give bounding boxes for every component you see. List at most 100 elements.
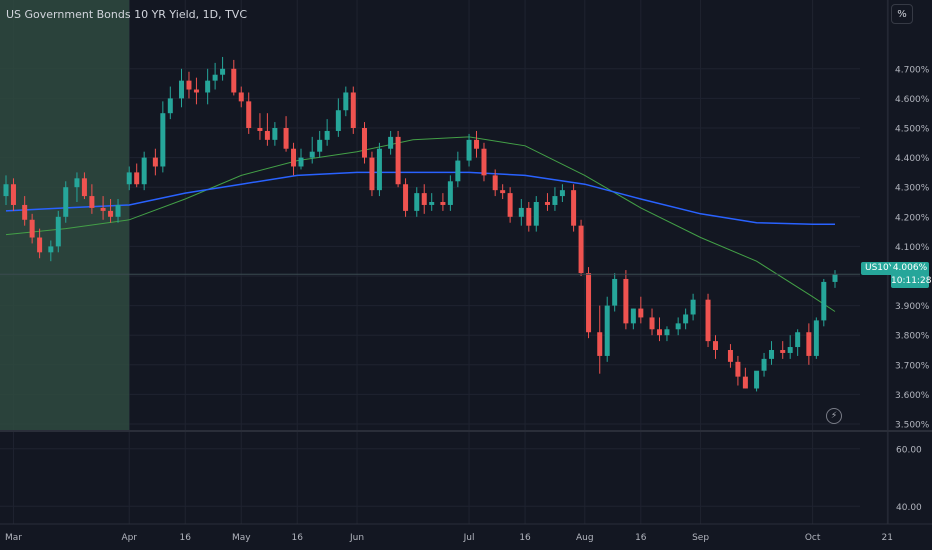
candle[interactable]: [369, 151, 375, 197]
candle[interactable]: [343, 86, 349, 117]
candle[interactable]: [623, 270, 629, 330]
candle[interactable]: [466, 133, 472, 167]
candle[interactable]: [22, 196, 28, 226]
unit-toggle-button[interactable]: %: [891, 4, 913, 24]
candle[interactable]: [544, 193, 550, 211]
candle[interactable]: [683, 308, 689, 330]
candle[interactable]: [481, 142, 487, 182]
candle[interactable]: [769, 341, 775, 365]
candle[interactable]: [664, 326, 670, 342]
candle[interactable]: [231, 59, 237, 96]
candle[interactable]: [403, 178, 409, 217]
candle[interactable]: [638, 296, 644, 324]
candle[interactable]: [727, 344, 733, 368]
candle[interactable]: [212, 62, 218, 90]
candle[interactable]: [414, 187, 420, 217]
candle[interactable]: [754, 370, 760, 392]
candle[interactable]: [291, 142, 297, 176]
candle[interactable]: [690, 293, 696, 321]
candle[interactable]: [559, 184, 565, 202]
candle[interactable]: [160, 101, 166, 173]
candle[interactable]: [324, 119, 330, 146]
candle[interactable]: [246, 92, 252, 134]
candle[interactable]: [656, 317, 662, 342]
candle[interactable]: [186, 71, 192, 99]
candle[interactable]: [813, 317, 819, 359]
candle[interactable]: [81, 172, 87, 200]
candle[interactable]: [89, 184, 95, 214]
candle[interactable]: [193, 77, 199, 105]
candle[interactable]: [108, 199, 114, 223]
candle[interactable]: [735, 355, 741, 386]
candle[interactable]: [787, 335, 793, 359]
candle[interactable]: [264, 113, 270, 146]
candle[interactable]: [298, 148, 304, 170]
candle[interactable]: [3, 175, 9, 205]
candle[interactable]: [474, 130, 480, 158]
candle[interactable]: [100, 196, 106, 220]
candle[interactable]: [48, 240, 54, 262]
candle[interactable]: [309, 136, 315, 164]
candle[interactable]: [10, 178, 16, 211]
candle[interactable]: [806, 323, 812, 365]
candle[interactable]: [604, 296, 610, 362]
candle[interactable]: [126, 166, 132, 191]
candle[interactable]: [440, 193, 446, 211]
candle[interactable]: [795, 329, 801, 356]
candle[interactable]: [317, 130, 323, 158]
candle[interactable]: [597, 305, 603, 374]
candle[interactable]: [63, 181, 69, 223]
candle[interactable]: [552, 187, 558, 211]
candle[interactable]: [335, 98, 341, 137]
candle[interactable]: [238, 86, 244, 108]
candle[interactable]: [29, 213, 35, 244]
candle[interactable]: [780, 341, 786, 359]
candle[interactable]: [649, 308, 655, 336]
candle[interactable]: [713, 335, 719, 359]
candle[interactable]: [526, 202, 532, 232]
candle[interactable]: [533, 196, 539, 232]
candle[interactable]: [492, 169, 498, 197]
candle[interactable]: [74, 172, 80, 202]
candle[interactable]: [134, 163, 140, 188]
candle[interactable]: [571, 184, 577, 232]
candle[interactable]: [361, 122, 367, 164]
candle[interactable]: [821, 278, 827, 327]
candle[interactable]: [205, 68, 211, 105]
time-axis[interactable]: Mar Apr 16 May 16 Jun Jul 16 Aug 16 Sep Oct 21: [5, 533, 893, 543]
candle[interactable]: [675, 317, 681, 336]
candle[interactable]: [421, 184, 427, 214]
candle[interactable]: [376, 142, 382, 197]
candle[interactable]: [283, 116, 289, 152]
lower-pane-axis[interactable]: 60.00 40.00: [896, 445, 922, 513]
candle[interactable]: [586, 267, 592, 339]
candle[interactable]: [630, 308, 636, 330]
candle[interactable]: [447, 175, 453, 211]
candle[interactable]: [612, 273, 618, 312]
candle[interactable]: [832, 270, 838, 288]
candle[interactable]: [272, 122, 278, 146]
candle[interactable]: [578, 219, 584, 276]
candle[interactable]: [141, 151, 147, 191]
candle[interactable]: [179, 68, 185, 108]
candle[interactable]: [500, 184, 506, 200]
candle[interactable]: [395, 130, 401, 188]
candle[interactable]: [350, 86, 356, 134]
candle[interactable]: [455, 151, 461, 188]
candle[interactable]: [37, 228, 43, 259]
candle[interactable]: [429, 193, 435, 211]
candle[interactable]: [55, 210, 61, 253]
candles[interactable]: [3, 56, 838, 392]
price-axis[interactable]: 4.700% 4.600% 4.500% 4.400% 4.300% 4.200% 4.10…: [895, 65, 930, 430]
candle[interactable]: [220, 56, 226, 81]
candle[interactable]: [152, 148, 158, 176]
candle[interactable]: [518, 199, 524, 226]
candle[interactable]: [761, 352, 767, 377]
candle[interactable]: [705, 293, 711, 348]
candle[interactable]: [257, 113, 263, 140]
candle[interactable]: [742, 367, 748, 389]
candle[interactable]: [507, 187, 513, 223]
candle[interactable]: [167, 86, 173, 120]
candle[interactable]: [115, 199, 121, 223]
